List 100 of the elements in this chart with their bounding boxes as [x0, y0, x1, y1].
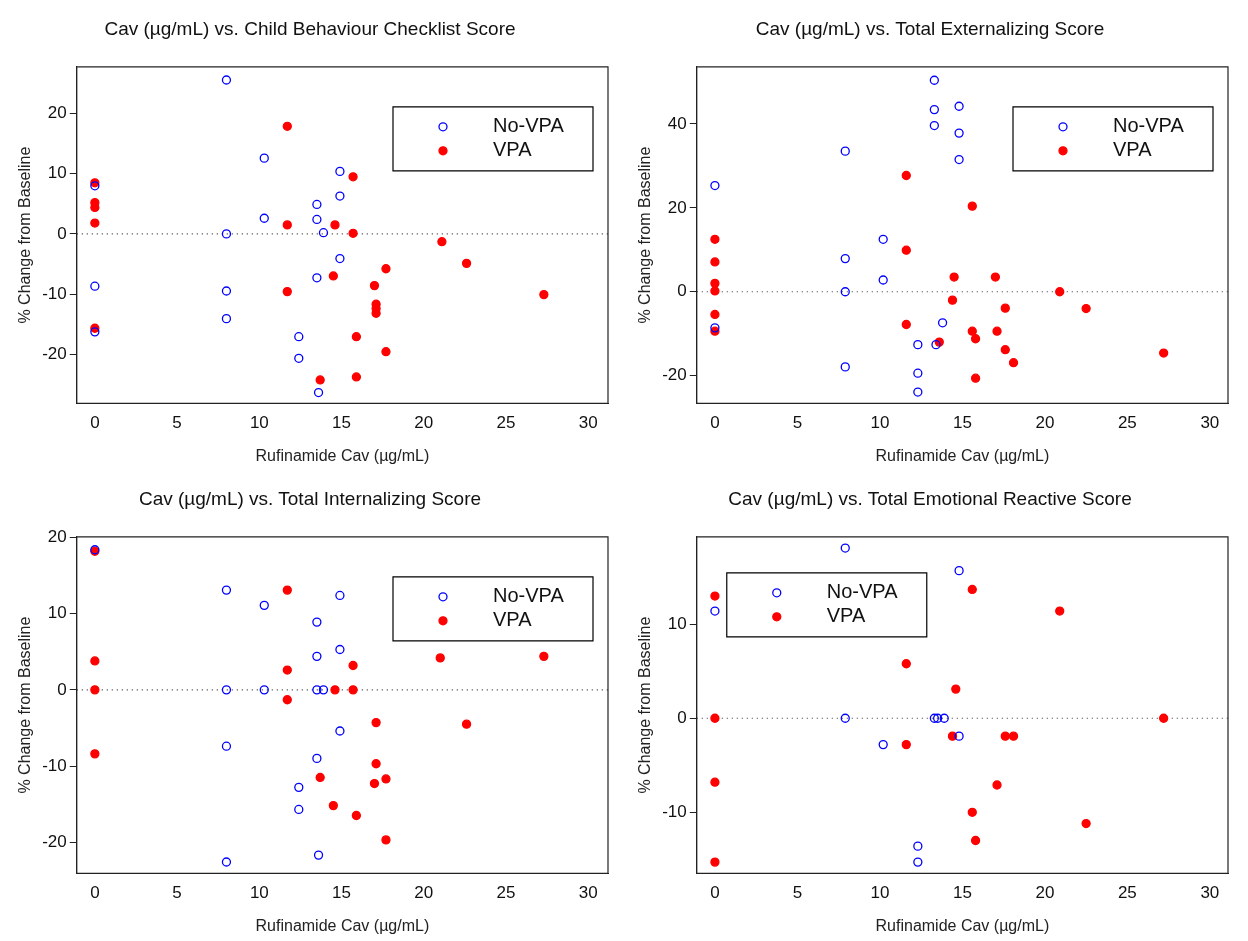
point: [539, 289, 549, 300]
point: [901, 170, 911, 181]
point: [954, 154, 964, 165]
point: [932, 713, 943, 723]
y-tick-label: 0: [57, 679, 67, 699]
point: [710, 180, 720, 191]
point: [840, 713, 850, 723]
point: [710, 777, 720, 787]
y-tick-label: 10: [47, 163, 67, 183]
point: [710, 309, 720, 320]
point: [461, 258, 472, 268]
point: [312, 617, 322, 627]
y-tick-label: 20: [47, 103, 67, 123]
point: [371, 759, 381, 769]
y-tick-label: 10: [47, 603, 67, 623]
x-tick-label: 30: [1200, 413, 1220, 433]
point: [913, 857, 923, 867]
point: [710, 234, 720, 244]
y-tick-label: -10: [662, 801, 687, 821]
y-axis-title: % Change from Baseline: [636, 146, 654, 324]
point: [954, 731, 964, 741]
x-tick-label: 0: [90, 413, 100, 433]
point: [967, 584, 977, 595]
point: [315, 375, 325, 385]
point: [369, 280, 380, 291]
point: [294, 332, 304, 342]
point: [1055, 606, 1065, 616]
x-tick-label: 10: [870, 413, 890, 433]
point: [318, 228, 329, 238]
point: [90, 327, 100, 337]
point: [990, 272, 1001, 282]
x-tick-label: 20: [1035, 413, 1055, 433]
point: [937, 318, 948, 328]
point: [878, 275, 888, 285]
point: [970, 835, 981, 846]
point: [351, 332, 362, 342]
point: [221, 314, 232, 324]
y-tick-label: -10: [42, 755, 67, 775]
point: [939, 713, 949, 723]
point: [221, 229, 232, 239]
point: [1081, 818, 1091, 829]
point: [435, 653, 445, 663]
point: [381, 774, 391, 784]
point: [1000, 731, 1010, 741]
point: [992, 326, 1002, 336]
point: [221, 75, 232, 85]
point: [312, 651, 322, 662]
point: [221, 286, 232, 296]
point: [313, 850, 324, 860]
point: [90, 281, 100, 291]
point: [328, 271, 338, 281]
point: [282, 695, 292, 705]
x-tick-label: 20: [414, 883, 434, 903]
point: [315, 772, 325, 783]
x-tick-label: 30: [578, 413, 598, 433]
x-tick-label: 30: [1200, 883, 1220, 903]
y-axis-title: % Change from Baseline: [636, 616, 654, 794]
chart-title: Cav (µg/mL) vs. Total Emotional Reactive Score: [728, 487, 1132, 509]
point: [901, 739, 911, 750]
point: [967, 807, 977, 817]
legend-label: No-VPA: [493, 584, 565, 607]
x-tick-label: 25: [496, 413, 516, 433]
point: [461, 719, 472, 729]
point: [335, 191, 345, 201]
point: [929, 75, 939, 85]
point: [282, 585, 292, 595]
point: [312, 273, 322, 283]
point: [840, 543, 850, 553]
point: [1159, 348, 1169, 358]
y-tick-label: 10: [667, 613, 687, 633]
point: [335, 590, 345, 601]
x-tick-label: 25: [496, 883, 516, 903]
y-tick-label: -20: [42, 831, 67, 851]
legend-label: No-VPA: [826, 580, 899, 603]
y-axis-title: % Change from Baseline: [16, 146, 34, 324]
x-tick-label: 10: [870, 883, 890, 903]
point: [929, 713, 939, 723]
x-tick-label: 5: [172, 883, 182, 903]
point: [221, 685, 232, 695]
point: [913, 339, 923, 350]
point: [710, 606, 720, 616]
point: [913, 387, 923, 397]
point: [90, 218, 100, 228]
point: [901, 319, 911, 330]
point: [878, 739, 888, 750]
chart-title: Cav (µg/mL) vs. Total Internalizing Score: [138, 487, 482, 509]
point: [90, 656, 100, 666]
point: [1008, 358, 1019, 368]
point: [312, 753, 322, 764]
x-tick-label: 5: [172, 413, 182, 433]
point: [381, 347, 391, 357]
point: [929, 120, 939, 131]
point: [381, 835, 391, 845]
point: [710, 713, 720, 723]
x-axis-title: Rufinamide Cav (µg/mL): [875, 916, 1050, 934]
point: [221, 585, 232, 595]
y-tick-label: -20: [662, 365, 687, 385]
point: [259, 153, 269, 163]
point: [282, 121, 292, 131]
point: [369, 778, 380, 789]
